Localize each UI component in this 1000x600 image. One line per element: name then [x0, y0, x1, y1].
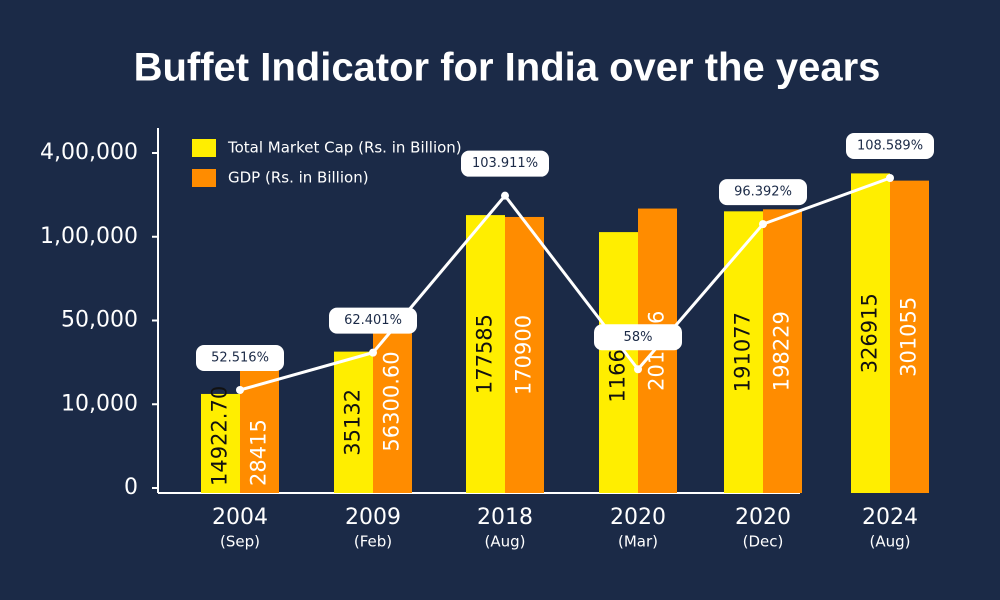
ratio-point [236, 386, 244, 394]
ratio-line [239, 176, 891, 392]
x-tick-label: 2020 [735, 505, 791, 530]
bar [466, 215, 505, 493]
bar-value-label: 56300.60 [380, 351, 404, 451]
y-tick-label: 0 [124, 475, 138, 500]
ratio-label-box [594, 324, 682, 351]
legend-swatch [192, 139, 216, 157]
ratio-point [634, 365, 642, 374]
bar [890, 180, 929, 494]
ratio-point [759, 220, 767, 229]
ratio-label: 62.401% [344, 313, 402, 328]
x-tick-sublabel: (Dec) [743, 533, 784, 551]
bar [638, 208, 677, 493]
bar [851, 173, 890, 493]
y-tick-label: 4,00,000 [40, 140, 138, 165]
bar-value-label: 28415 [247, 419, 271, 486]
bar-value-label: 301055 [897, 297, 921, 377]
ratio-label: 96.392% [734, 185, 792, 200]
y-tick-label: 50,000 [61, 308, 138, 333]
bar-value-label: 14922.70 [208, 386, 232, 486]
bar-value-label: 326915 [858, 293, 882, 373]
ratio-label: 52.516% [211, 351, 269, 366]
ratio-label-box [846, 133, 934, 159]
ratio-point [501, 191, 509, 200]
legend-label: GDP (Rs. in Billion) [228, 169, 369, 187]
ratio-label: 58% [624, 330, 653, 345]
x-tick-label: 2020 [610, 505, 666, 530]
legend-label: Total Market Cap (Rs. in Billion) [227, 139, 462, 157]
ratio-point [886, 174, 894, 182]
chart-title: Buffet Indicator for India over the year… [134, 46, 881, 90]
x-tick-sublabel: (Aug) [870, 533, 911, 551]
bar-value-label: 191077 [731, 312, 755, 392]
bar-value-label: 201036 [645, 311, 669, 391]
x-tick-sublabel: (Mar) [618, 533, 658, 551]
ratio-label: 108.589% [857, 139, 923, 154]
ratio-label-box [329, 307, 417, 334]
legend-swatch [192, 169, 216, 187]
x-tick-sublabel: (Feb) [354, 533, 392, 551]
bar [724, 211, 763, 493]
x-tick-sublabel: (Sep) [220, 533, 260, 551]
y-tick-label: 1,00,000 [40, 224, 138, 249]
ratio-label-box [461, 150, 549, 177]
bar-value-label: 198229 [770, 311, 794, 391]
ratio-label-box [719, 179, 807, 206]
bar-value-label: 35132 [341, 389, 365, 456]
bar [334, 351, 373, 493]
x-tick-label: 2018 [477, 505, 533, 530]
ratio-label: 103.911% [472, 156, 538, 171]
x-tick-label: 2009 [345, 505, 401, 530]
ratio-label-box [196, 345, 284, 371]
bar [505, 216, 544, 493]
x-tick-sublabel: (Aug) [485, 533, 526, 551]
bar [763, 209, 802, 493]
bar-value-label: 170900 [512, 315, 536, 395]
y-tick-label: 10,000 [61, 391, 138, 416]
x-tick-label: 2024 [862, 505, 918, 530]
x-tick-label: 2004 [212, 505, 268, 530]
bar [201, 393, 240, 493]
ratio-point [369, 348, 377, 357]
bar-value-label: 177585 [473, 314, 497, 394]
bar [373, 309, 412, 493]
